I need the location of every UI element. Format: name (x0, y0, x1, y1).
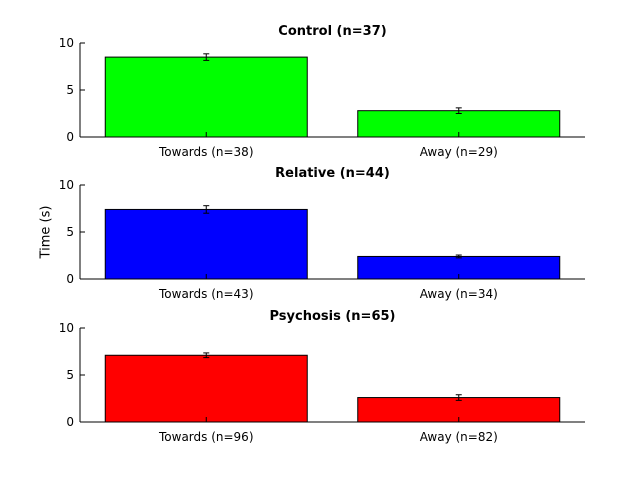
y-tick-label: 10 (59, 36, 74, 50)
y-tick-label: 5 (66, 225, 74, 239)
chart-title: Psychosis (n=65) (270, 309, 396, 324)
x-tick-label: Away (n=82) (420, 430, 498, 444)
y-tick-label: 0 (66, 130, 74, 144)
bar (104, 56, 308, 138)
chart-title: Relative (n=44) (275, 166, 390, 181)
y-tick-label: 10 (59, 321, 74, 335)
bar (104, 354, 308, 423)
y-tick-label: 5 (66, 83, 74, 97)
y-axis-label: Time (s) (38, 205, 54, 259)
chart-title: Control (n=37) (278, 24, 386, 39)
y-tick-label: 0 (66, 272, 74, 286)
bar (104, 208, 308, 280)
y-tick-label: 0 (66, 415, 74, 429)
x-tick-label: Away (n=34) (420, 287, 498, 301)
y-tick-label: 10 (59, 178, 74, 192)
x-tick-label: Towards (n=43) (158, 287, 254, 301)
x-tick-label: Towards (n=38) (158, 145, 254, 159)
x-tick-label: Away (n=29) (420, 145, 498, 159)
x-tick-label: Towards (n=96) (158, 430, 254, 444)
y-tick-label: 5 (66, 368, 74, 382)
